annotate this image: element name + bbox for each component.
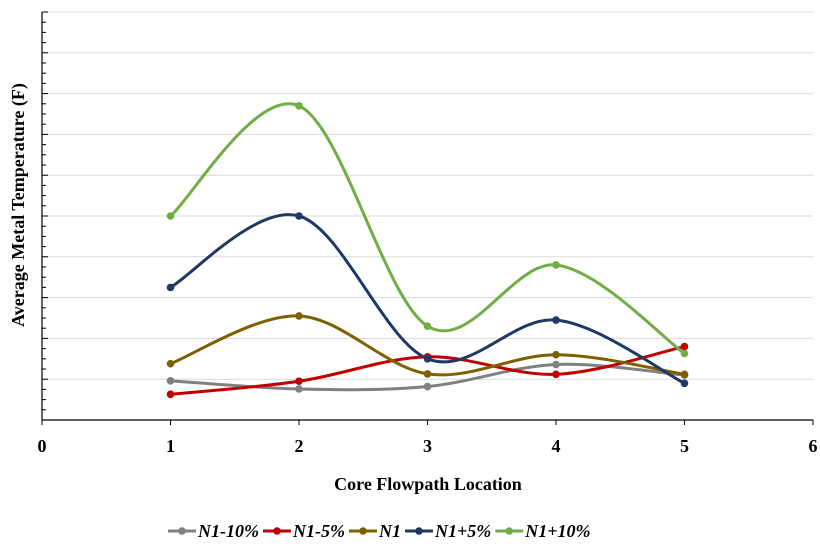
data-point [295,212,303,220]
gridlines [42,11,813,380]
data-point [295,377,303,386]
x-tick-label: 1 [166,436,175,456]
legend-item-n1-10: N1+10% [495,521,591,541]
legend-label: N1+5% [434,521,491,541]
y-axis-title: Average Metal Temperature (F) [8,83,29,327]
legend-item-n1: N1 [349,521,401,541]
legend-label: N1-10% [197,521,259,541]
legend-label: N1-5% [292,521,345,541]
data-point [423,322,432,330]
data-point [423,370,432,378]
legend-swatch-marker [178,527,186,535]
x-tick-label: 2 [295,436,304,456]
legend-swatch-marker [273,527,281,535]
data-point [552,316,560,324]
data-point [295,102,303,110]
x-tick-label: 3 [423,436,432,456]
data-point [423,382,432,391]
data-point [552,370,560,379]
series-line [169,102,686,355]
data-point [166,390,175,399]
x-axis-title: Core Flowpath Location [334,474,522,494]
data-point [680,349,689,358]
axes [41,11,814,425]
legend: N1-10% N1-5% N1 N1+5% N1+10% [168,521,591,541]
data-point [552,350,560,359]
data-point [295,385,303,393]
legend-item-n1-5: N1-5% [263,521,345,541]
data-point [295,312,303,320]
data-point [423,355,432,363]
legend-item-n1-10: N1-10% [168,521,259,541]
x-tick-labels: 0 1 2 3 4 5 6 [38,436,818,456]
x-tick-label: 6 [809,436,818,456]
series-n1-5 [166,212,689,388]
data-point [166,359,175,368]
legend-swatch-marker [505,527,514,535]
series-n1 [166,312,689,379]
data-point [552,261,560,269]
legend-swatch-marker [415,527,423,535]
data-point [552,360,560,369]
series-n1-10 [166,102,689,358]
legend-item-n1-5: N1+5% [405,521,491,541]
legend-label: N1 [378,521,401,541]
legend-swatch-marker [359,527,367,535]
data-point [680,370,689,379]
data-point [166,283,175,292]
x-tick-label: 0 [38,436,47,456]
data-point [166,377,175,385]
data-point [680,379,689,388]
data-point [680,342,689,351]
series-group [166,102,689,399]
legend-label: N1+10% [524,521,590,541]
data-point [166,212,175,220]
x-tick-label: 4 [552,436,561,456]
x-tick-label: 5 [680,436,689,456]
